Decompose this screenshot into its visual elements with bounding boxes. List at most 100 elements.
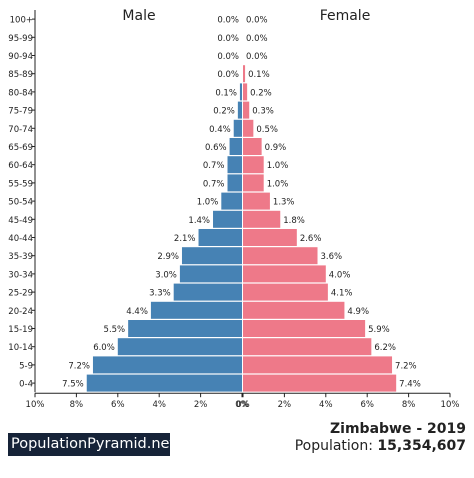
male-value-label: 7.2% [68, 361, 90, 371]
age-label: 60-64 [8, 161, 33, 171]
male-bar [128, 320, 242, 337]
age-label: 15-19 [8, 325, 33, 335]
x-tick-label: 0% [236, 400, 250, 410]
age-label: 30-34 [8, 270, 33, 280]
age-label: 5-9 [19, 361, 33, 371]
male-bar [173, 283, 242, 301]
male-value-label: 5.5% [104, 325, 126, 335]
male-value-label: 1.0% [197, 198, 219, 208]
x-tick-label: 2% [278, 400, 292, 410]
male-value-label: 0.0% [217, 52, 239, 62]
female-value-label: 2.6% [300, 234, 322, 244]
male-value-label: 0.1% [215, 88, 237, 98]
x-tick-label: 2% [194, 400, 208, 410]
female-value-label: 1.0% [267, 179, 289, 189]
age-label: 35-39 [8, 252, 33, 262]
female-bar [243, 210, 281, 228]
male-value-label: 0.7% [203, 161, 225, 171]
female-value-label: 4.9% [347, 307, 369, 317]
age-label: 0-4 [19, 380, 33, 390]
male-bar [86, 374, 242, 392]
female-value-label: 4.1% [331, 289, 353, 299]
age-label: 25-29 [8, 289, 33, 299]
population-value: 15,354,607 [377, 438, 466, 454]
male-value-label: 0.0% [217, 16, 239, 26]
female-value-label: 3.6% [321, 252, 343, 262]
male-value-label: 7.5% [62, 380, 84, 390]
female-value-label: 0.0% [246, 34, 268, 44]
female-value-label: 4.0% [329, 270, 351, 280]
age-label: 40-44 [8, 234, 33, 244]
female-value-label: 6.2% [374, 343, 396, 353]
female-value-label: 0.5% [256, 125, 278, 135]
male-bar [237, 101, 242, 119]
female-value-label: 1.8% [283, 216, 305, 226]
female-bar [243, 320, 366, 337]
female-value-label: 0.1% [248, 70, 270, 80]
female-value-label: 7.2% [395, 361, 417, 371]
female-bar [243, 65, 246, 83]
female-bar [243, 83, 248, 101]
age-label: 80-84 [8, 88, 33, 98]
population-pyramid-chart: Male Female 100+ 0.0% 0.0% 95-99 0.0% 0.0% 90-94… [8, 8, 460, 410]
x-tick-label: 0% [235, 400, 249, 410]
population-total: Population: 15,354,607 [295, 438, 466, 454]
x-tick-label: 6% [360, 400, 374, 410]
x-tick-label: 4% [152, 400, 166, 410]
age-label: 65-69 [8, 143, 33, 153]
male-value-label: 6.0% [93, 343, 115, 353]
age-label: 50-54 [8, 198, 33, 208]
male-bar [227, 156, 242, 174]
x-tick-label: 8% [402, 400, 416, 410]
male-value-label: 1.4% [188, 216, 210, 226]
male-value-label: 2.9% [157, 252, 179, 262]
x-tick-label: 6% [111, 400, 125, 410]
female-bar [243, 229, 297, 246]
female-bar [243, 265, 326, 283]
female-bar [243, 283, 328, 301]
male-value-label: 0.7% [203, 179, 225, 189]
age-label: 10-14 [8, 343, 33, 353]
age-label: 75-79 [8, 107, 33, 117]
male-header: Male [122, 8, 155, 24]
male-bar [233, 119, 242, 137]
female-bar [243, 247, 318, 265]
brand-logo[interactable]: PopulationPyramid.net [8, 433, 175, 456]
x-tick-label: 10% [26, 400, 45, 410]
female-bar [243, 374, 397, 392]
female-bar [243, 192, 270, 210]
male-value-label: 3.0% [155, 270, 177, 280]
age-label: 100+ [10, 16, 33, 26]
age-label: 45-49 [8, 216, 33, 226]
female-value-label: 0.0% [246, 16, 268, 26]
male-bar [117, 338, 242, 356]
female-value-label: 0.9% [265, 143, 287, 153]
age-label: 95-99 [8, 34, 33, 44]
male-bar [213, 210, 242, 228]
male-value-label: 0.2% [213, 107, 235, 117]
female-bar [243, 174, 264, 192]
female-bar [243, 301, 345, 319]
male-bar [229, 138, 242, 155]
female-value-label: 0.3% [252, 107, 274, 117]
male-bar [179, 265, 242, 283]
male-bar [181, 247, 242, 265]
female-bar [243, 338, 372, 356]
female-bar [243, 356, 393, 374]
male-value-label: 0.4% [209, 125, 231, 135]
male-value-label: 4.4% [126, 307, 148, 317]
age-label: 85-89 [8, 70, 33, 80]
male-bar [239, 83, 242, 101]
x-tick-label: 10% [441, 400, 460, 410]
x-tick-label: 4% [319, 400, 333, 410]
female-bar [243, 119, 254, 137]
female-bar [243, 138, 262, 155]
male-value-label: 0.0% [217, 70, 239, 80]
country-year-title: Zimbabwe - 2019 [330, 421, 466, 437]
male-value-label: 2.1% [174, 234, 196, 244]
male-value-label: 3.3% [149, 289, 171, 299]
male-bar [150, 301, 242, 319]
age-label: 90-94 [8, 52, 33, 62]
female-value-label: 1.3% [273, 198, 295, 208]
male-bar [92, 356, 243, 374]
